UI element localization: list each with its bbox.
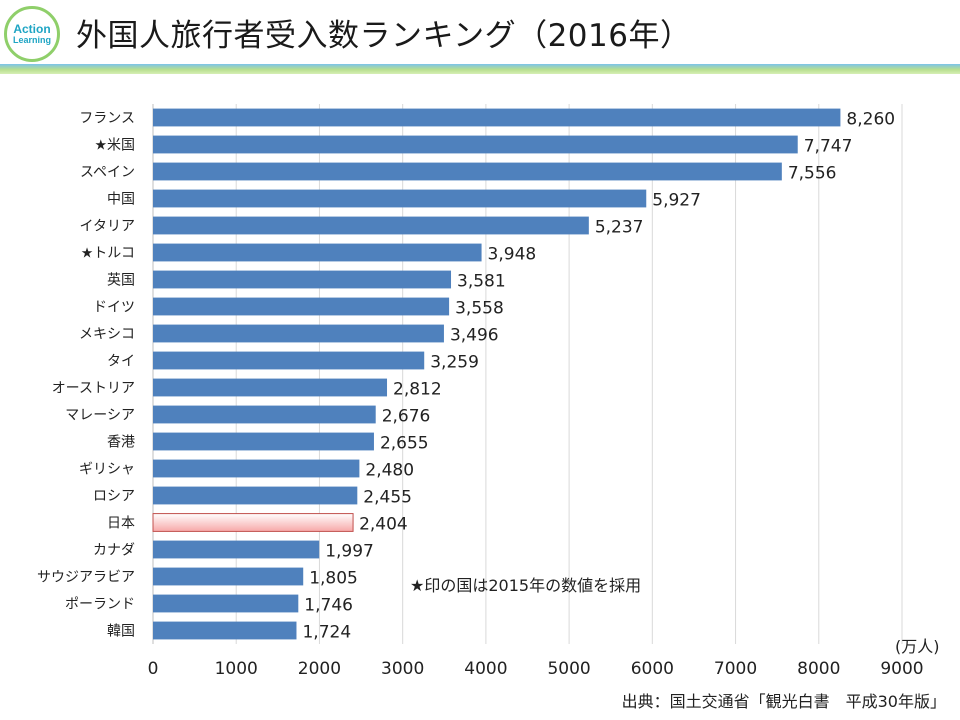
x-tick-label: 0	[148, 659, 159, 679]
bar	[153, 486, 358, 505]
category-label: サウジアラビア	[37, 570, 135, 586]
value-label: 7,747	[804, 137, 853, 157]
x-tick-label: 5000	[547, 659, 590, 679]
value-label: 3,558	[455, 299, 504, 319]
category-label: オーストリア	[52, 381, 135, 397]
x-tick-label: 4000	[464, 659, 507, 679]
bar	[153, 108, 841, 127]
x-tick-label: 7000	[714, 659, 757, 679]
x-tick-label: 1000	[215, 659, 258, 679]
value-label: 8,260	[846, 110, 895, 130]
bar	[153, 189, 647, 208]
value-label: 2,676	[382, 407, 431, 427]
value-label: 2,480	[365, 461, 414, 481]
logo-line2: Learning	[12, 34, 51, 45]
category-label: メキシコ	[79, 327, 135, 343]
category-label: 香港	[107, 435, 135, 451]
source-citation: 出典：国土交通省「観光白書 平成30年版」	[621, 692, 946, 711]
gridlines	[152, 104, 903, 644]
category-label: 英国	[107, 272, 135, 289]
category-label: ロシア	[93, 489, 135, 505]
unit-label: (万人)	[895, 637, 940, 656]
value-label: 2,655	[380, 434, 429, 454]
category-label: 韓国	[107, 624, 135, 640]
category-label: スペイン	[80, 165, 135, 181]
logo-line1: Action	[13, 21, 51, 36]
category-label: ポーランド	[65, 597, 135, 613]
bar	[153, 432, 374, 451]
bar	[153, 297, 450, 316]
x-tick-label: 3000	[381, 659, 424, 679]
value-label: 1,746	[304, 596, 353, 616]
category-label: カナダ	[93, 543, 135, 559]
bar	[153, 621, 297, 640]
x-tick-label: 9000	[880, 659, 923, 679]
value-label: 1,805	[309, 569, 358, 589]
chart-annotation: ★印の国は2015年の数値を採用	[410, 576, 641, 595]
category-label: ドイツ	[93, 300, 135, 316]
category-label: フランス	[79, 111, 135, 127]
value-label: 2,812	[393, 380, 442, 400]
category-label: イタリア	[80, 219, 135, 235]
bar	[153, 567, 304, 586]
labels: 0 1000 2000 3000 4000 5000 6000 7000 8000 9000 フラン…	[37, 110, 940, 680]
page-title: 外国人旅行者受入数ランキング（2016年）	[76, 18, 692, 54]
value-label: 2,455	[363, 488, 412, 508]
header: Action Learning 外国人旅行者受入数ランキング（2016年）	[0, 0, 960, 74]
bar	[153, 540, 320, 559]
category-label: タイ	[107, 354, 135, 370]
category-label: ギリシャ	[79, 462, 135, 478]
value-label: 3,496	[450, 326, 499, 346]
value-label: 3,581	[457, 272, 506, 292]
x-tick-label: 8000	[797, 659, 840, 679]
bar	[153, 405, 376, 424]
value-label: 3,948	[488, 245, 537, 265]
bar	[153, 459, 360, 478]
category-label: マレーシア	[65, 408, 135, 424]
bar-highlight	[152, 513, 354, 532]
value-label: 5,237	[595, 218, 644, 238]
value-label: 1,997	[325, 542, 374, 562]
bar	[153, 378, 388, 397]
value-label: 2,404	[359, 515, 408, 535]
bar	[153, 243, 482, 262]
bar	[153, 351, 425, 370]
category-label: 中国	[107, 192, 135, 208]
x-tick-label: 2000	[298, 659, 341, 679]
value-label: 3,259	[430, 353, 479, 373]
action-learning-logo: Action Learning	[4, 6, 60, 62]
title-underline-divider	[0, 64, 960, 74]
bar	[153, 216, 589, 235]
bar	[153, 162, 782, 181]
value-label: 7,556	[788, 164, 837, 184]
bar	[153, 135, 798, 154]
bar	[153, 324, 444, 343]
x-tick-label: 6000	[631, 659, 674, 679]
bar	[153, 594, 299, 613]
value-label: 1,724	[302, 623, 351, 643]
category-label: ★トルコ	[81, 246, 135, 262]
category-label: ★米国	[94, 138, 135, 154]
category-label: 日本	[107, 516, 135, 532]
bar	[153, 270, 452, 289]
bars	[152, 108, 841, 640]
value-label: 5,927	[652, 191, 701, 211]
